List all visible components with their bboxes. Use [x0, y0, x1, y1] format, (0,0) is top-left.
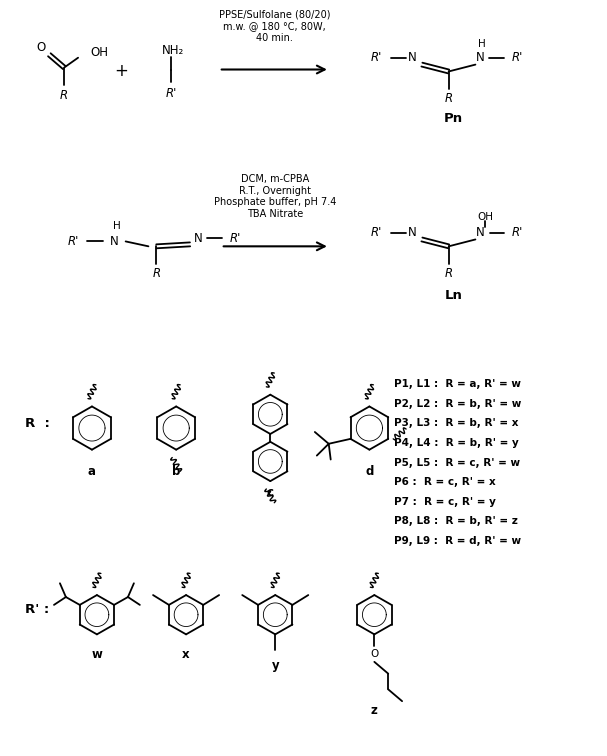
Text: R': R' — [512, 51, 523, 64]
Text: y: y — [271, 659, 279, 672]
Text: z: z — [371, 705, 378, 717]
Text: R: R — [60, 88, 68, 101]
Text: N: N — [109, 235, 118, 248]
Text: P4, L4 :  R = b, R' = y: P4, L4 : R = b, R' = y — [394, 438, 519, 448]
Text: N: N — [408, 226, 416, 239]
Text: H: H — [478, 39, 486, 49]
Text: c: c — [267, 486, 274, 500]
Text: P9, L9 :  R = d, R' = w: P9, L9 : R = d, R' = w — [394, 536, 521, 546]
Text: P8, L8 :  R = b, R' = z: P8, L8 : R = b, R' = z — [394, 516, 518, 526]
Text: Pn: Pn — [444, 112, 463, 125]
Text: R': R' — [371, 51, 382, 64]
Text: b: b — [172, 465, 180, 478]
Text: P2, L2 :  R = b, R' = w: P2, L2 : R = b, R' = w — [394, 398, 521, 408]
Text: P1, L1 :  R = a, R' = w: P1, L1 : R = a, R' = w — [394, 379, 521, 389]
Text: R  :: R : — [24, 417, 49, 429]
Text: O: O — [37, 42, 46, 54]
Text: P3, L3 :  R = b, R' = x: P3, L3 : R = b, R' = x — [394, 418, 518, 428]
Text: R': R' — [371, 226, 382, 239]
Text: R: R — [152, 268, 160, 280]
Text: N: N — [476, 226, 485, 239]
Text: w: w — [92, 647, 103, 661]
Text: R': R' — [68, 235, 79, 248]
Text: P5, L5 :  R = c, R' = w: P5, L5 : R = c, R' = w — [394, 457, 520, 467]
Text: R' :: R' : — [24, 603, 49, 616]
Text: R': R' — [166, 87, 177, 100]
Text: N: N — [476, 51, 485, 64]
Text: P7 :  R = c, R' = y: P7 : R = c, R' = y — [394, 497, 496, 507]
Text: R': R' — [512, 226, 523, 239]
Text: DCM, m-CPBA
R.T., Overnight
Phosphate buffer, pH 7.4
TBA Nitrate: DCM, m-CPBA R.T., Overnight Phosphate bu… — [214, 174, 336, 218]
Text: R: R — [444, 268, 453, 280]
Text: OH: OH — [477, 212, 493, 222]
Text: PPSE/Sulfolane (80/20)
m.w. @ 180 °C, 80W,
40 min.: PPSE/Sulfolane (80/20) m.w. @ 180 °C, 80… — [219, 10, 330, 43]
Text: O: O — [370, 649, 379, 659]
Text: Ln: Ln — [445, 289, 463, 302]
Text: NH₂: NH₂ — [162, 45, 185, 57]
Text: N: N — [194, 232, 202, 245]
Text: N: N — [408, 51, 416, 64]
Text: OH: OH — [90, 46, 108, 59]
Text: H: H — [113, 221, 121, 231]
Text: d: d — [365, 465, 373, 478]
Text: P6 :  R = c, R' = x: P6 : R = c, R' = x — [394, 477, 496, 487]
Text: R: R — [444, 92, 453, 106]
Text: +: + — [115, 63, 129, 80]
Text: x: x — [182, 647, 190, 661]
Text: R': R' — [229, 232, 241, 245]
Text: a: a — [88, 465, 96, 478]
